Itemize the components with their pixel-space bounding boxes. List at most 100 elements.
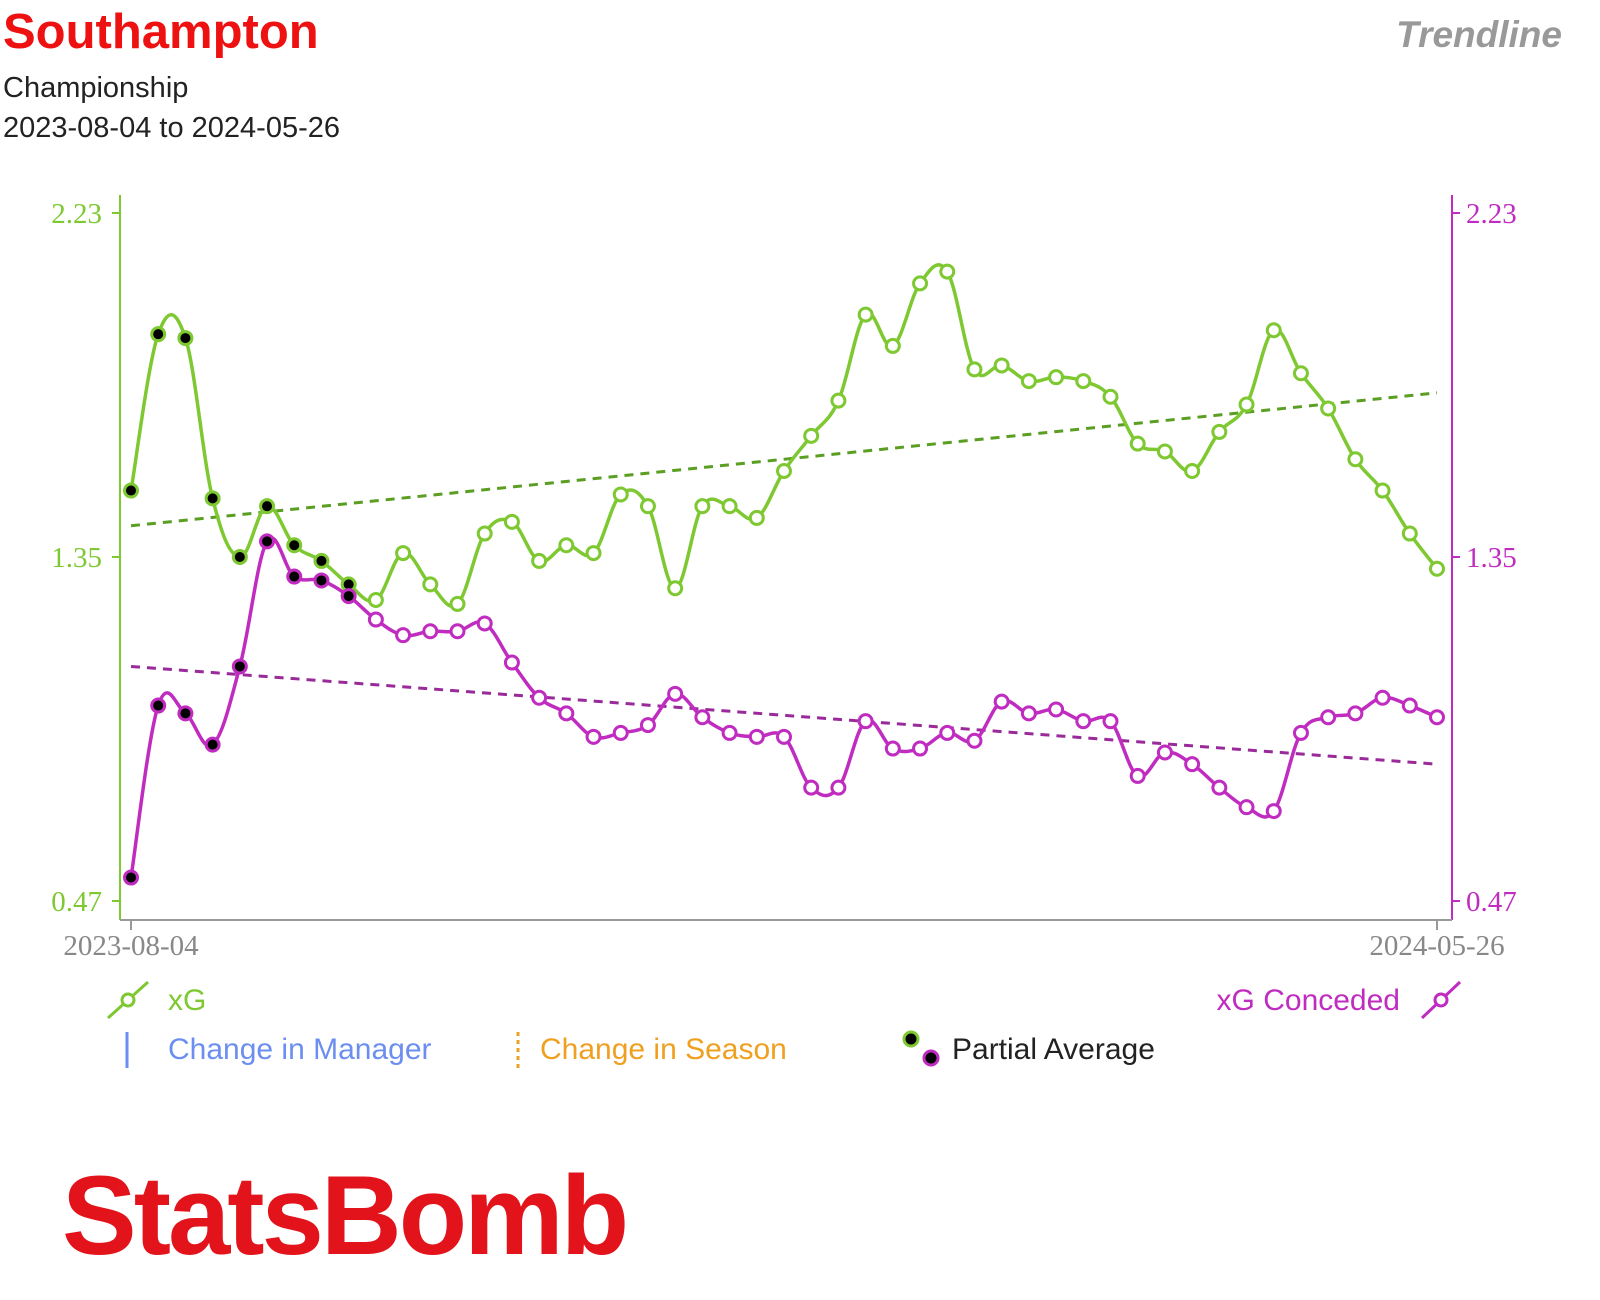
xg-point [694,498,711,515]
right-y-tick-label: 0.47 [1466,886,1517,918]
xg-conceded-point [694,709,711,726]
xg-conceded-point [1184,756,1201,773]
xg-trend-line [130,391,1438,528]
xg-conceded-point [1374,689,1391,706]
xg-conceded-point [531,689,548,706]
xg-point [1048,369,1065,386]
xg-conceded-point [803,779,820,796]
xg-conceded-point [884,740,901,757]
xg-point [558,537,575,554]
xg-conceded-point [395,627,412,644]
xg-point [1156,443,1173,460]
xg-partial-average-point [204,490,221,507]
xg-partial-average-point [286,537,303,554]
xg-point [1075,373,1092,390]
series-lines [129,263,1439,878]
xg-point [1211,423,1228,440]
xg-conceded-series-line [129,536,1438,878]
xg-conceded-point [1320,709,1337,726]
xg-point [1265,322,1282,339]
left-y-tick-label: 1.35 [51,542,102,574]
xg-conceded-point [1156,744,1173,761]
xg-conceded-point [1048,701,1065,718]
xg-point [1429,560,1445,577]
xg-conceded-point [830,779,847,796]
xg-point [1129,435,1146,452]
legend-xg-conceded-label: xG Conceded [1217,984,1400,1017]
legend-xg-label: xG [168,984,206,1017]
xg-conceded-point [993,693,1010,710]
right-y-tick-label: 1.35 [1466,542,1517,574]
xg-conceded-point [612,724,629,741]
xg-conceded-partial-average-point [259,533,276,550]
team-title: Southampton [3,5,319,59]
legend-xg: xG [106,980,206,1020]
xg-point [776,463,792,479]
xg-point [639,498,656,515]
xg-point [422,576,439,593]
xg-point [476,525,493,542]
xg-conceded-point [422,623,439,640]
xg-conceded-partial-average-point [286,568,303,585]
xg-conceded-partial-average-point [150,697,167,714]
legend-xg-conceded: xG Conceded [1217,980,1462,1020]
xg-conceded-partial-average-point [123,869,139,886]
xg-conceded-point [748,728,765,745]
x-tick-label: 2024-05-26 [1369,930,1504,962]
xg-point [1292,365,1309,382]
legend-partial-average-label: Partial Average [952,1033,1155,1066]
xg-point [1374,482,1391,499]
xg-conceded-partial-average-point [204,736,221,753]
xg-conceded-partial-average-point [231,658,248,675]
xg-conceded-point [585,728,602,745]
xg-conceded-point [857,713,874,730]
xg-conceded-point [558,705,575,722]
legend-season-change: Change in Season [516,1032,787,1068]
xg-point [830,392,847,409]
xg-conceded-point [367,611,384,628]
x-tick-label: 2023-08-04 [63,930,199,962]
xg-point [993,357,1010,374]
legend-xg-conceded-marker [1433,992,1449,1008]
xg-conceded-point [1129,767,1146,784]
date-range-label: 2023-08-04 to 2024-05-26 [3,112,340,144]
xg-conceded-point [503,654,520,671]
series-points [123,263,1445,886]
xg-point [503,513,520,530]
xg-point [1184,463,1201,479]
left-y-tick-label: 0.47 [51,886,102,918]
xg-partial-average-point [313,552,330,569]
xg-conceded-trend-line [130,664,1438,766]
xg-point [939,263,956,280]
xg-point [1020,373,1037,390]
legend-partial-average-green-dot [902,1030,920,1048]
xg-conceded-point [1238,799,1255,816]
xg-point [667,580,684,597]
xg-conceded-point [1401,697,1418,714]
xg-point [395,545,412,562]
xg-conceded-point [1292,724,1309,741]
xg-conceded-point [639,717,656,734]
xg-partial-average-point [123,482,139,499]
xg-conceded-point [449,623,466,640]
xg-point [449,595,466,612]
xg-conceded-point [1020,705,1037,722]
xg-point [721,498,738,515]
xg-conceded-point [776,728,792,745]
xg-conceded-point [966,732,983,749]
xg-point [966,361,983,378]
chart-type-label: Trendline [1396,14,1562,55]
legend-manager-change-label: Change in Manager [168,1033,432,1066]
xg-conceded-point [1265,803,1282,820]
xg-point [857,306,874,323]
xg-point [1102,388,1119,405]
xg-conceded-point [1347,705,1364,722]
xg-conceded-point [912,740,929,757]
xg-conceded-point [667,685,684,702]
xg-point [1401,525,1418,542]
xg-point [585,545,602,562]
xg-point [612,486,629,503]
trend-lines [130,391,1438,766]
left-y-tick-label: 2.23 [51,198,102,230]
xg-point [748,509,765,526]
